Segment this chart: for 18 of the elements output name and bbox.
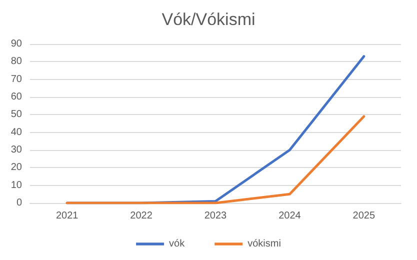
- y-tick-label: 60: [10, 92, 22, 102]
- y-tick-label: 90: [10, 38, 22, 50]
- legend-label: vókismi: [248, 238, 281, 250]
- y-tick-label: 80: [10, 56, 22, 68]
- y-tick-label: 40: [10, 126, 22, 138]
- y-tick-label: 70: [10, 74, 22, 85]
- y-tick-label: 0: [16, 198, 22, 208]
- x-tick-label: 2023: [204, 210, 228, 222]
- legend-label: vók: [169, 238, 186, 250]
- x-tick-label: 2024: [278, 210, 302, 222]
- x-tick-label: 2021: [56, 210, 79, 222]
- y-tick-label: 30: [10, 144, 22, 156]
- y-tick-label: 20: [10, 162, 22, 174]
- x-tick-label: 2022: [130, 210, 153, 222]
- chart-title: Vók/Vókismi: [162, 10, 256, 29]
- x-tick-label: 2025: [352, 210, 376, 222]
- y-tick-label: 50: [10, 109, 22, 120]
- y-tick-label: 10: [10, 180, 22, 191]
